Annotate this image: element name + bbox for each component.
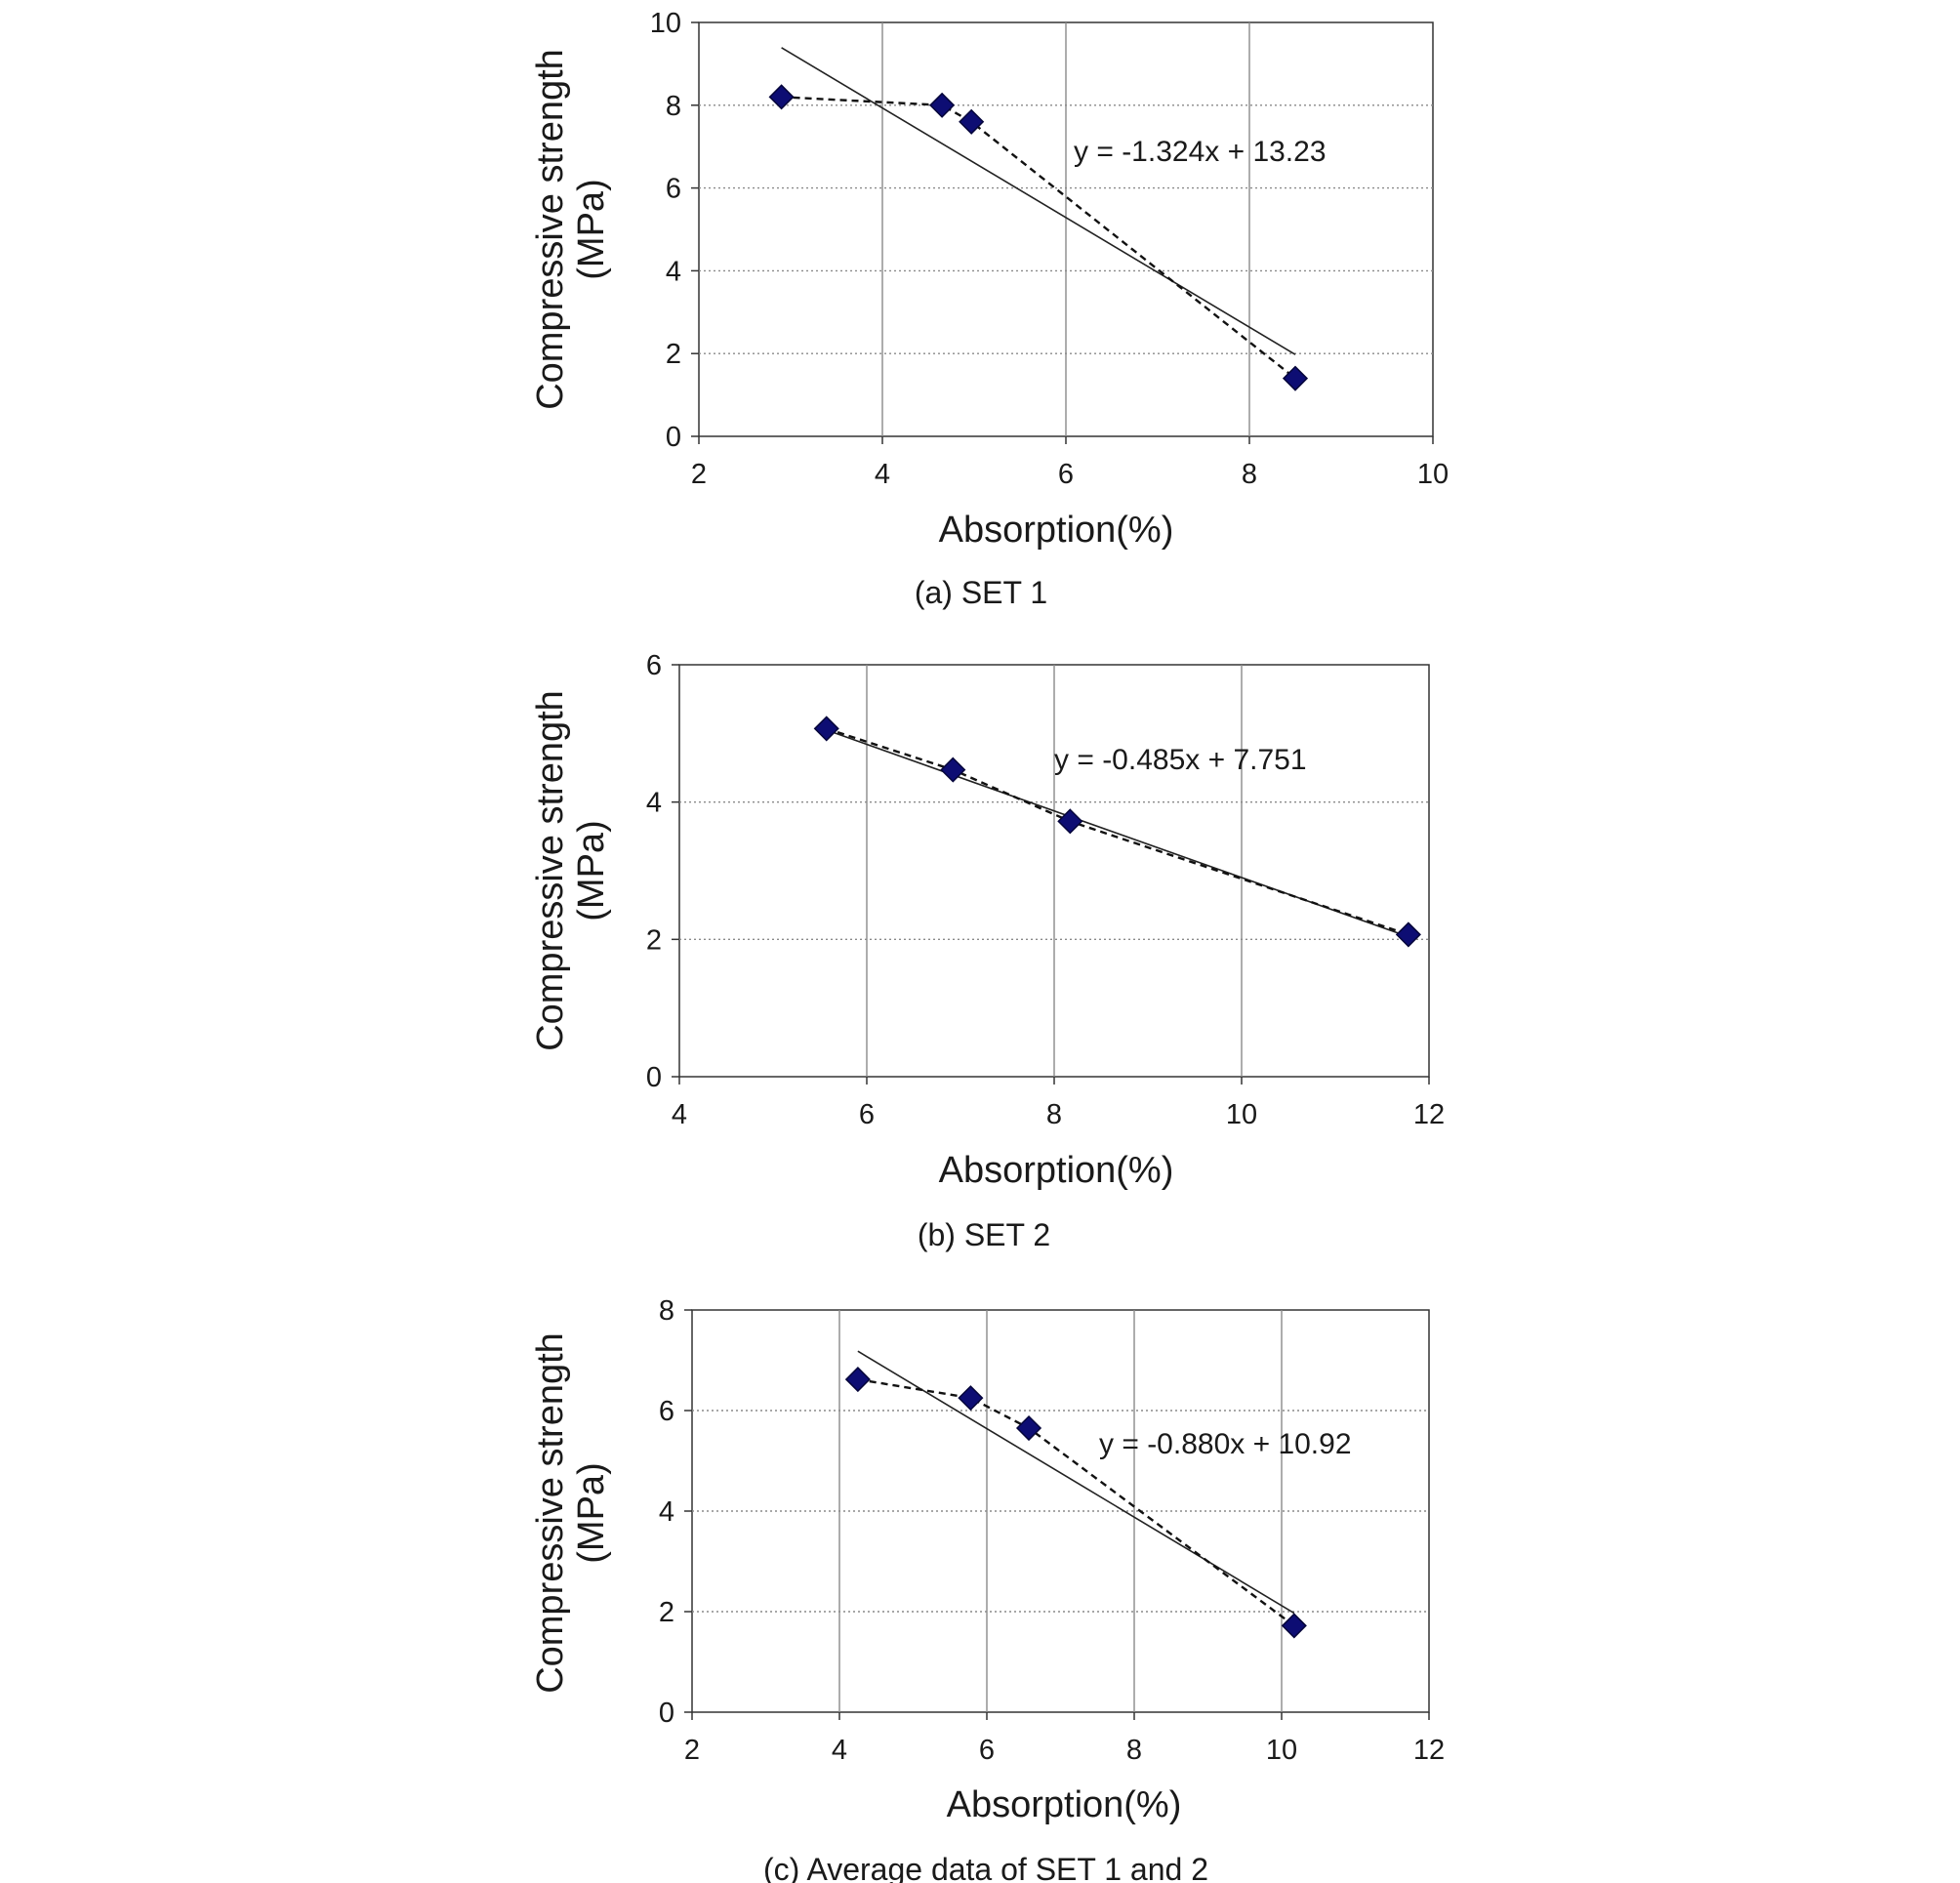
- x-tick-label: 6: [979, 1735, 995, 1766]
- y-tick-label: 8: [659, 1295, 674, 1327]
- x-axis-label: Absorption(%): [939, 1150, 1174, 1191]
- y-tick-label: 4: [646, 788, 662, 819]
- y-tick-labels: 0 2 4 6 8 10: [650, 8, 699, 453]
- trendline-equation: y = -0.485x + 7.751: [1054, 744, 1307, 776]
- x-tick-label: 10: [1266, 1735, 1297, 1766]
- data-series: [844, 1350, 1307, 1639]
- trendline-equation: y = -1.324x + 13.23: [1074, 136, 1327, 168]
- y-tick-label: 10: [650, 8, 681, 39]
- x-tick-label: 8: [1242, 459, 1257, 490]
- x-tick-label: 4: [672, 1099, 687, 1130]
- y-tick-label: 8: [666, 91, 681, 122]
- y-tick-label: 6: [646, 650, 662, 681]
- y-axis-label: Compressive strength (MPa): [530, 49, 612, 410]
- data-point-marker: [844, 1367, 871, 1393]
- y-axis-label-line2: (MPa): [571, 820, 612, 921]
- y-axis-label-line1: Compressive strength: [530, 49, 571, 410]
- y-tick-label: 0: [659, 1698, 674, 1729]
- x-tick-label: 2: [684, 1735, 700, 1766]
- y-axis-label: Compressive strength (MPa): [530, 1332, 612, 1694]
- y-tick-label: 0: [666, 422, 681, 453]
- chart-panel-set2: 0 2 4 6 4 6 8 10 12 Absorption(%) Compressive s…: [530, 650, 1445, 1252]
- linear-trendline: [857, 1350, 1295, 1615]
- x-tick-label: 10: [1417, 459, 1449, 490]
- y-tick-label: 4: [659, 1496, 674, 1528]
- x-tick-label: 6: [859, 1099, 875, 1130]
- x-tick-label: 12: [1413, 1735, 1445, 1766]
- y-tick-labels: 0 2 4 6: [646, 650, 679, 1093]
- x-axis-label: Absorption(%): [947, 1784, 1182, 1825]
- data-point-marker: [958, 1385, 984, 1412]
- x-tick-label: 12: [1413, 1099, 1445, 1130]
- y-axis-label-line1: Compressive strength: [530, 1332, 571, 1694]
- x-tick-labels: 2 4 6 8 10 12: [684, 1712, 1445, 1766]
- grid-lines: [699, 22, 1433, 436]
- data-point-marker: [1057, 808, 1083, 835]
- data-connecting-line: [857, 1377, 1295, 1627]
- x-tick-label: 8: [1046, 1099, 1062, 1130]
- y-axis-label: Compressive strength (MPa): [530, 690, 612, 1051]
- linear-trendline: [781, 47, 1296, 355]
- y-tick-label: 2: [659, 1597, 674, 1628]
- y-tick-label: 6: [659, 1396, 674, 1427]
- data-series: [813, 716, 1421, 948]
- x-tick-label: 6: [1058, 459, 1074, 490]
- y-tick-label: 4: [666, 256, 681, 287]
- x-tick-label: 10: [1226, 1099, 1257, 1130]
- panel-caption: (b) SET 2: [918, 1217, 1050, 1252]
- y-tick-label: 6: [666, 174, 681, 205]
- data-point-marker: [1281, 1613, 1307, 1639]
- trendline-equation: y = -0.880x + 10.92: [1099, 1428, 1352, 1460]
- x-tick-labels: 2 4 6 8 10: [691, 436, 1449, 490]
- grid-lines: [679, 665, 1429, 1077]
- y-tick-label: 0: [646, 1062, 662, 1093]
- x-tick-label: 8: [1126, 1735, 1142, 1766]
- y-axis-label-line2: (MPa): [571, 179, 612, 279]
- data-point-marker: [1395, 921, 1421, 948]
- x-tick-labels: 4 6 8 10 12: [672, 1077, 1445, 1130]
- data-point-marker: [813, 716, 839, 742]
- data-connecting-line: [781, 96, 1296, 380]
- panel-caption: (a) SET 1: [915, 575, 1047, 610]
- data-connecting-line: [826, 727, 1409, 936]
- y-axis-label-line2: (MPa): [571, 1462, 612, 1563]
- x-tick-label: 4: [875, 459, 890, 490]
- x-tick-label: 4: [832, 1735, 847, 1766]
- y-tick-label: 2: [666, 339, 681, 370]
- data-point-marker: [959, 108, 985, 135]
- grid-lines: [692, 1310, 1429, 1712]
- data-series: [768, 47, 1309, 391]
- data-point-marker: [768, 84, 795, 110]
- x-axis-label: Absorption(%): [939, 510, 1174, 551]
- data-point-marker: [1282, 365, 1309, 391]
- y-tick-labels: 0 2 4 6 8: [659, 1295, 692, 1729]
- data-point-marker: [1015, 1414, 1042, 1442]
- data-point-marker: [940, 757, 966, 783]
- y-axis-label-line1: Compressive strength: [530, 690, 571, 1051]
- panel-caption: (c) Average data of SET 1 and 2: [763, 1852, 1208, 1883]
- y-tick-label: 2: [646, 924, 662, 956]
- x-tick-label: 2: [691, 459, 707, 490]
- data-point-marker: [929, 92, 956, 118]
